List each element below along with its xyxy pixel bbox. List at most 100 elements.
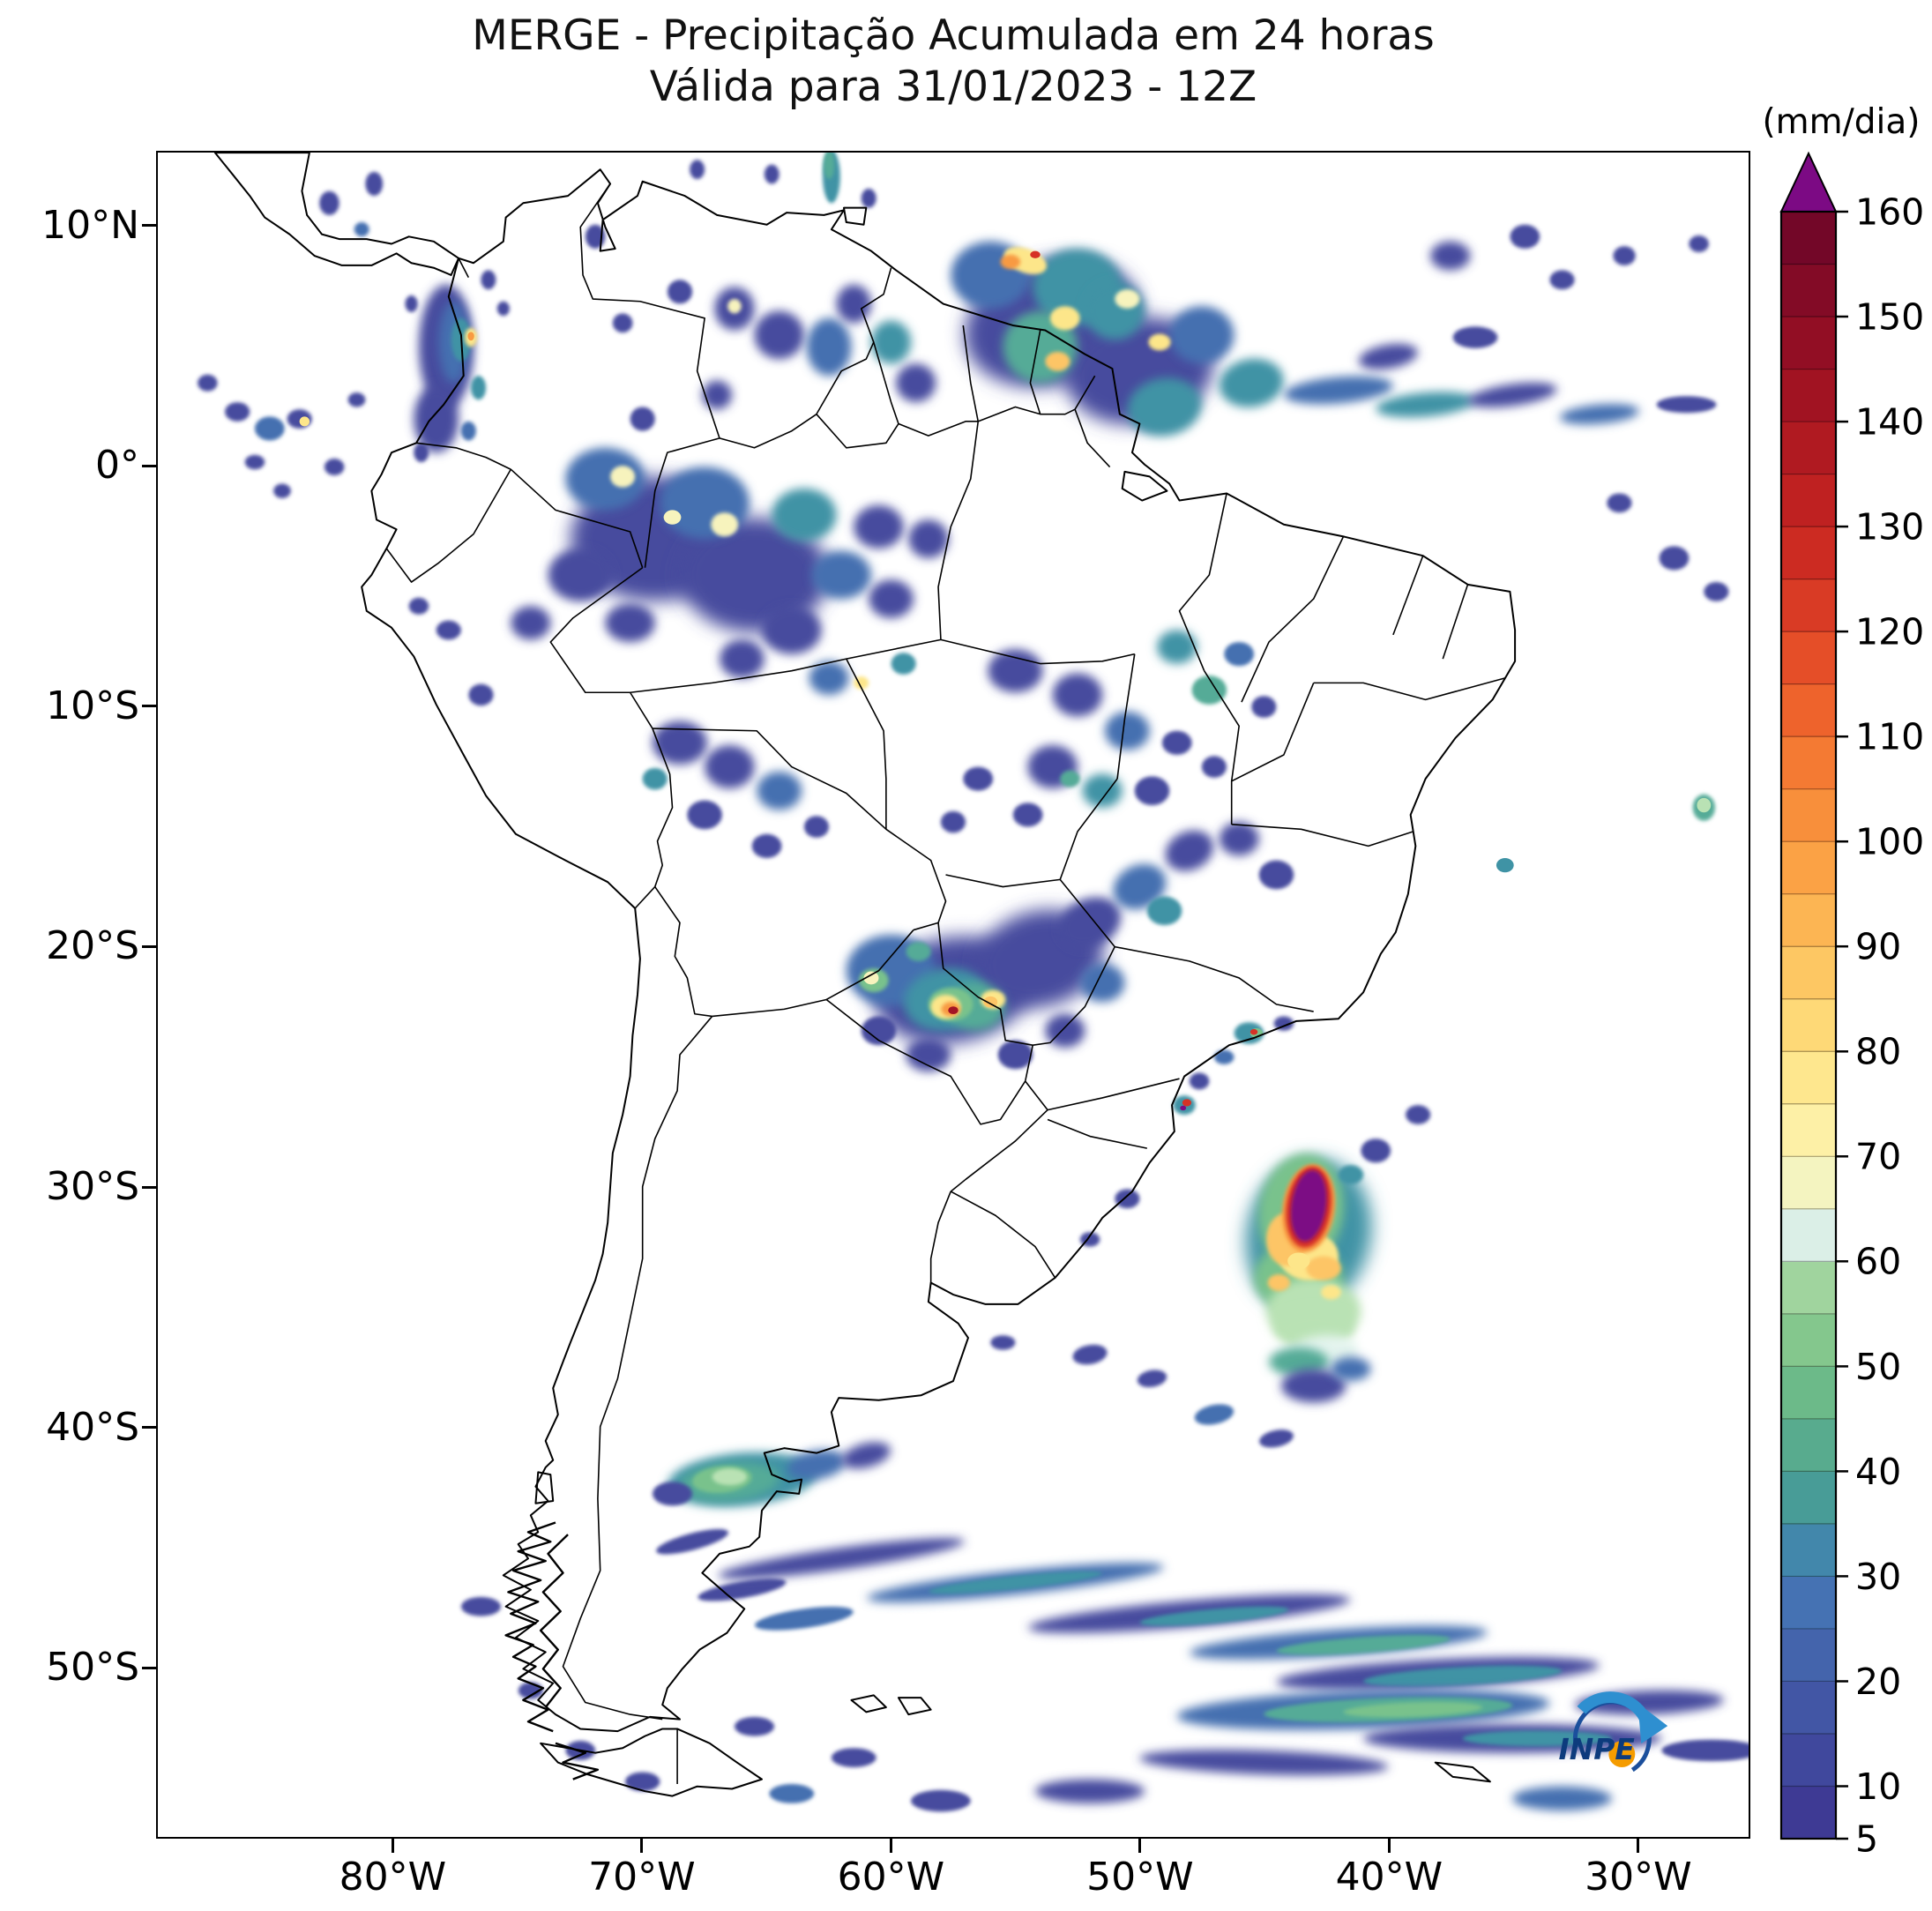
precip-blob bbox=[751, 833, 782, 858]
precip-blob bbox=[1079, 963, 1125, 1003]
colorbar-segment bbox=[1781, 736, 1836, 790]
country-state-border bbox=[719, 267, 892, 449]
precip-blob bbox=[1169, 306, 1235, 364]
country-state-border bbox=[1231, 824, 1414, 847]
precip-blob bbox=[225, 402, 250, 422]
precip-blob bbox=[548, 549, 613, 601]
precipitation-layer bbox=[198, 153, 1749, 1812]
colorbar-tick-label: 80 bbox=[1855, 1031, 1901, 1073]
country-state-border bbox=[1203, 670, 1240, 825]
precip-blob bbox=[1115, 289, 1140, 309]
precip-blob bbox=[663, 510, 682, 525]
precip-blob bbox=[697, 1578, 787, 1601]
country-state-border bbox=[1231, 683, 1315, 782]
colorbar-segment bbox=[1781, 1523, 1836, 1578]
country-state-border bbox=[510, 468, 644, 569]
colorbar-tick-label: 10 bbox=[1855, 1765, 1901, 1808]
colorbar-segment bbox=[1781, 1366, 1836, 1420]
coastline-south-america bbox=[361, 168, 1517, 1733]
colorbar-segment bbox=[1781, 1261, 1836, 1315]
country-state-border bbox=[654, 886, 712, 1018]
colorbar-segment bbox=[1781, 317, 1836, 370]
precip-blob bbox=[324, 459, 345, 476]
precip-blob bbox=[436, 620, 461, 640]
precip-blob bbox=[831, 1748, 876, 1767]
country-state-border bbox=[1313, 677, 1506, 701]
precip-blob bbox=[1281, 1369, 1346, 1403]
precip-blob bbox=[1165, 830, 1213, 871]
precip-blob bbox=[988, 649, 1043, 693]
precip-blob bbox=[1321, 1285, 1341, 1300]
precip-blob bbox=[408, 597, 429, 615]
y-axis-tick bbox=[142, 464, 156, 467]
precip-blob bbox=[1689, 235, 1709, 252]
precip-blob bbox=[929, 1571, 1102, 1594]
precip-blob bbox=[811, 550, 872, 600]
precip-blob bbox=[610, 466, 636, 488]
y-tick-label: 10°S bbox=[46, 683, 139, 728]
precip-blob bbox=[809, 661, 849, 695]
precip-blob bbox=[1452, 326, 1498, 348]
colorbar-unit-label: (mm/dia) bbox=[1762, 102, 1921, 142]
country-state-border bbox=[873, 341, 1096, 437]
precip-blob bbox=[1251, 696, 1277, 718]
country-state-border bbox=[937, 922, 1033, 1082]
country-state-border bbox=[1442, 584, 1469, 660]
precip-blob bbox=[764, 164, 780, 184]
precip-blob bbox=[1049, 306, 1080, 331]
precip-blob bbox=[908, 519, 949, 558]
precip-blob bbox=[1607, 493, 1632, 513]
precip-blob bbox=[869, 579, 914, 618]
country-state-border bbox=[945, 874, 1061, 888]
precip-blob bbox=[1656, 396, 1717, 414]
precip-blob bbox=[861, 1016, 897, 1046]
country-state-border bbox=[950, 1080, 1048, 1192]
precip-blob bbox=[1549, 270, 1575, 290]
precip-blob bbox=[414, 443, 429, 463]
precip-blob bbox=[468, 683, 494, 706]
colorbar-segment bbox=[1781, 683, 1836, 737]
precipitation-map: INPE bbox=[198, 153, 1749, 1812]
x-axis-tick bbox=[391, 1839, 394, 1853]
colorbar-segment bbox=[1781, 1313, 1836, 1367]
precip-blob bbox=[1406, 1105, 1431, 1124]
precip-blob bbox=[1496, 857, 1514, 873]
precip-blob bbox=[1127, 377, 1202, 437]
fjord-coast-detail bbox=[539, 1534, 569, 1708]
precip-blob bbox=[1139, 1750, 1389, 1775]
precip-blob bbox=[1219, 358, 1284, 407]
country-state-border bbox=[1178, 493, 1227, 672]
country-state-border bbox=[1059, 878, 1115, 948]
country-state-border bbox=[1029, 330, 1041, 414]
precip-blob bbox=[471, 376, 487, 400]
precip-blob bbox=[1115, 1189, 1140, 1209]
precip-blob bbox=[1157, 630, 1197, 664]
precip-blob bbox=[1659, 546, 1690, 571]
precip-blob bbox=[1180, 1105, 1187, 1111]
x-tick-label: 60°W bbox=[837, 1855, 945, 1900]
logo-ball-icon bbox=[1608, 1741, 1636, 1768]
precip-blob bbox=[1363, 1665, 1563, 1687]
island-outline bbox=[842, 206, 868, 226]
colorbar-tick-label: 140 bbox=[1855, 400, 1924, 443]
colorbar-segment bbox=[1781, 212, 1836, 265]
country-state-border bbox=[1059, 778, 1118, 880]
y-tick-label: 30°S bbox=[46, 1164, 139, 1210]
precip-blob bbox=[273, 483, 291, 498]
precip-blob bbox=[891, 653, 916, 675]
x-axis-tick bbox=[1637, 1839, 1640, 1853]
country-state-border bbox=[458, 258, 470, 278]
precip-blob bbox=[1060, 770, 1080, 788]
precip-blob bbox=[1267, 1273, 1290, 1291]
colorbar-tick-label: 160 bbox=[1855, 190, 1924, 233]
country-state-border bbox=[937, 421, 980, 640]
precip-blob bbox=[711, 512, 739, 537]
precip-blob bbox=[1467, 382, 1557, 407]
country-state-border bbox=[825, 929, 914, 1001]
precip-blob bbox=[1139, 1606, 1289, 1626]
precip-blob bbox=[997, 1040, 1033, 1070]
x-axis-tick bbox=[1138, 1839, 1142, 1853]
country-state-border bbox=[712, 998, 827, 1018]
colorbar-segment bbox=[1781, 788, 1836, 842]
colorbar-tick-label: 5 bbox=[1855, 1818, 1878, 1860]
